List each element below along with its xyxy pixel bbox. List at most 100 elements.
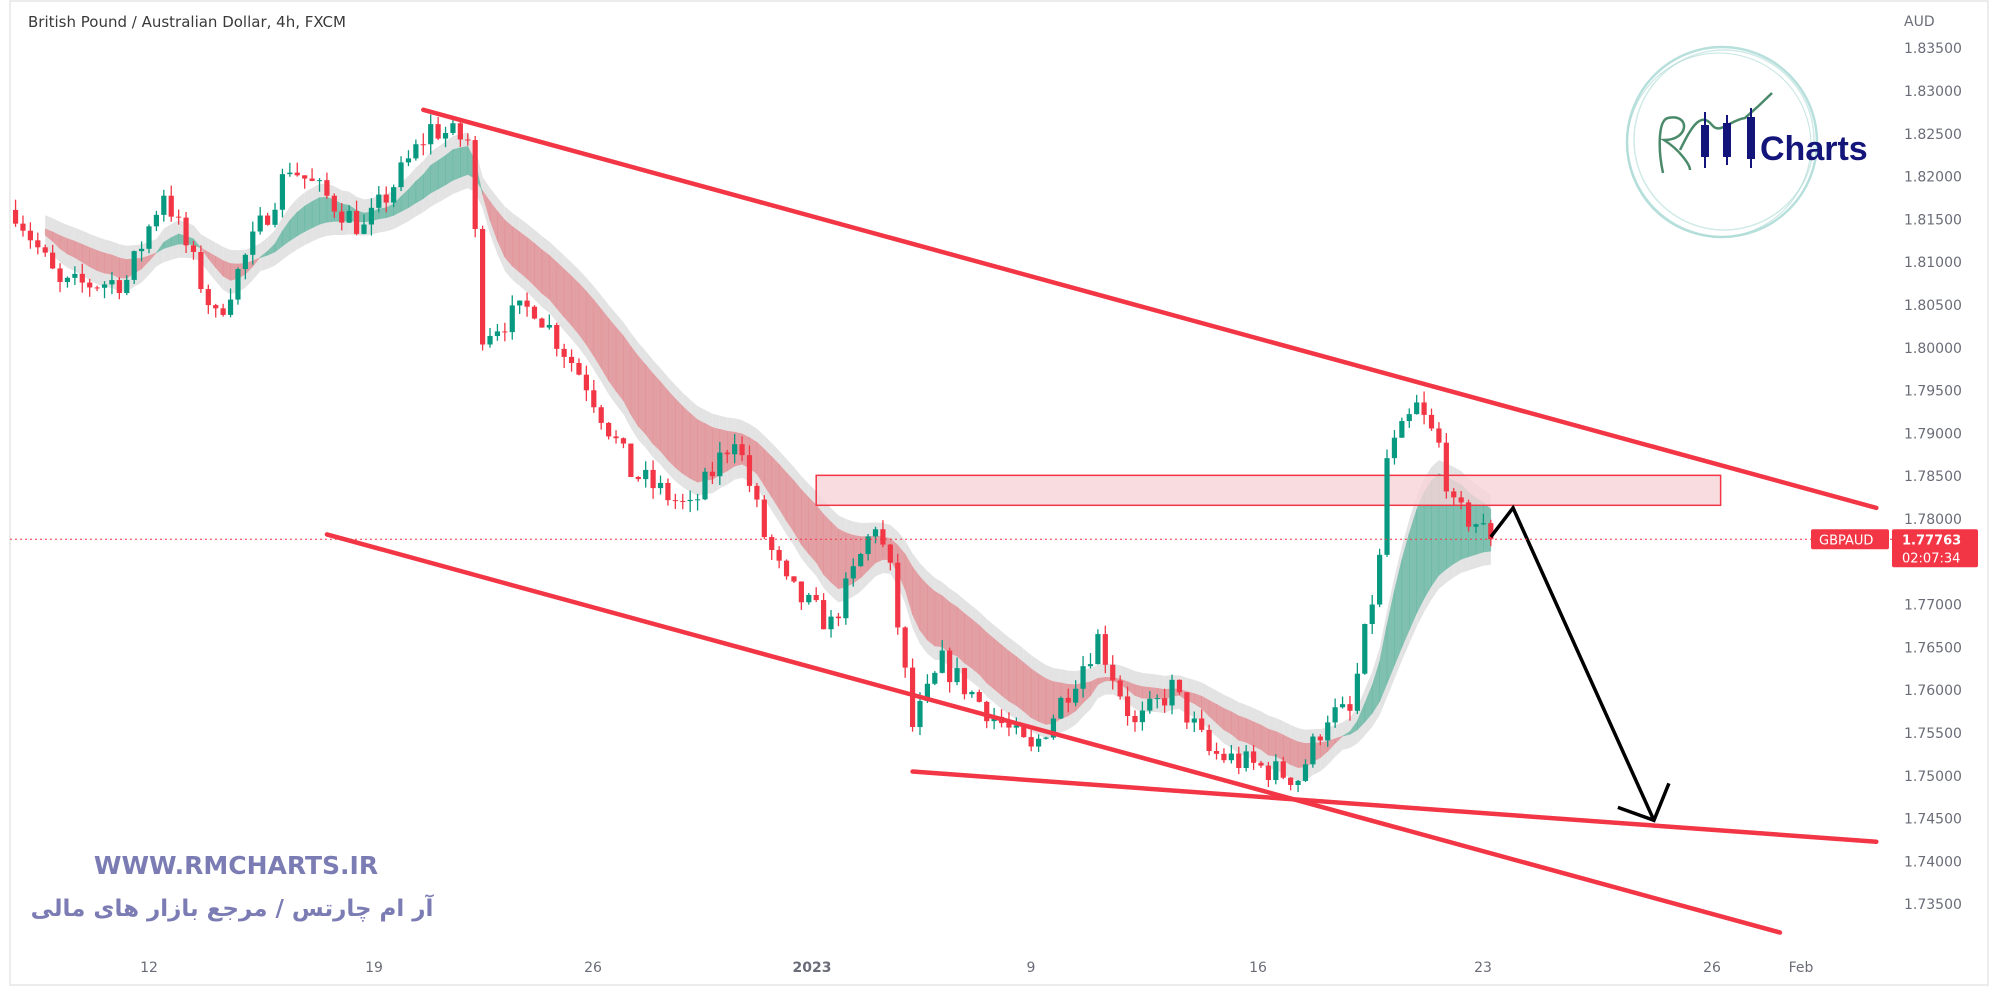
candle-body [331, 195, 337, 212]
candle-body [168, 195, 174, 217]
candle [472, 135, 478, 238]
ribbon-segment [445, 149, 454, 186]
resistance-zone[interactable] [815, 474, 1722, 507]
candle-body [517, 300, 523, 306]
candle [643, 461, 649, 488]
candle [1399, 417, 1405, 439]
candle-body [791, 576, 797, 582]
candle-body [1176, 679, 1183, 693]
time-tick-label: 12 [140, 960, 158, 976]
candle [1169, 674, 1175, 715]
candle-body [465, 139, 471, 141]
ribbon-segment [808, 496, 817, 564]
candle [1006, 712, 1012, 737]
candle [235, 267, 241, 305]
chart-title: British Pound / Australian Dollar, 4h, F… [28, 13, 346, 31]
price-axis[interactable]: 1.83500 1.83000 1.82500 1.82000 1.81500 1.810… [1904, 41, 1962, 913]
ribbon-segment [378, 207, 387, 220]
ribbon-segment [437, 154, 446, 190]
candle [87, 278, 93, 297]
candle-body [843, 578, 849, 619]
candle [902, 626, 908, 678]
candle-body [1058, 697, 1064, 719]
drawings[interactable] [324, 107, 1879, 935]
candle [361, 214, 367, 235]
candle [954, 657, 960, 686]
candle [265, 212, 271, 226]
candle-body [591, 390, 597, 408]
candle-body [398, 162, 404, 188]
ribbon-segment [919, 576, 928, 641]
price-tick-label: 1.81500 [1904, 212, 1962, 228]
candle-body [1021, 725, 1027, 738]
candle-body [1124, 696, 1131, 716]
candle [353, 200, 360, 236]
ribbon-segment [675, 398, 684, 475]
candle-body [1250, 751, 1257, 763]
candle [1065, 688, 1071, 713]
candle-body [984, 701, 990, 722]
candle-body [1117, 680, 1123, 697]
candle [64, 276, 71, 288]
candle-body [1399, 421, 1405, 438]
candle-body [205, 289, 211, 306]
candle-body [761, 499, 767, 538]
price-tick-label: 1.83000 [1904, 84, 1962, 100]
ribbon-segment [593, 299, 602, 370]
support-line[interactable] [910, 769, 1879, 844]
projection-arrow[interactable] [1489, 504, 1671, 823]
candle [57, 263, 63, 293]
price-tick-label: 1.77000 [1904, 598, 1962, 614]
candle-body [242, 254, 248, 270]
candle-body [153, 214, 160, 227]
candle-body [620, 438, 627, 444]
time-axis[interactable]: 12 19 26 2023 9 16 23 26 Feb [140, 960, 1813, 976]
ribbon-segment [786, 471, 795, 533]
candle-body [1050, 718, 1057, 738]
drawings-background [815, 474, 1722, 507]
candle [487, 327, 493, 348]
ribbon-segment [1134, 684, 1143, 699]
ribbon-segment [956, 606, 965, 664]
candlestick-series [12, 114, 1494, 793]
candle-body [672, 500, 678, 502]
candle-body [72, 273, 78, 278]
candle-body [94, 287, 100, 289]
candle-body [732, 444, 738, 455]
candle-body [220, 308, 226, 315]
arrow-head-icon [1617, 782, 1671, 823]
candle [1132, 710, 1138, 732]
candle-body [57, 268, 63, 282]
candle [1162, 688, 1168, 713]
upper-channel-line[interactable] [421, 107, 1879, 511]
candle-body [1228, 753, 1234, 761]
candle [1362, 623, 1368, 675]
candle-body [1354, 673, 1360, 711]
ribbon-segment [541, 249, 550, 300]
candle [346, 205, 352, 224]
candle [961, 667, 968, 700]
time-tick-label: 9 [1027, 960, 1036, 976]
candle [309, 168, 315, 182]
price-label-box [1892, 529, 1978, 568]
candle [1102, 625, 1108, 674]
candle [635, 475, 641, 482]
candle [806, 593, 812, 605]
candle-body [598, 407, 604, 423]
ribbon-segment [971, 618, 980, 675]
candle [1206, 724, 1212, 756]
candle [606, 422, 612, 440]
lower-channel-line[interactable] [324, 532, 1783, 935]
candle [776, 546, 782, 569]
candle [94, 285, 100, 292]
candle [368, 198, 374, 236]
candle [257, 207, 263, 235]
candle [279, 168, 286, 218]
candle-body [531, 306, 538, 319]
candle [1250, 745, 1257, 770]
candle-body [265, 215, 271, 225]
candle [672, 493, 678, 509]
candle-body [1006, 723, 1012, 728]
candle [687, 490, 693, 513]
